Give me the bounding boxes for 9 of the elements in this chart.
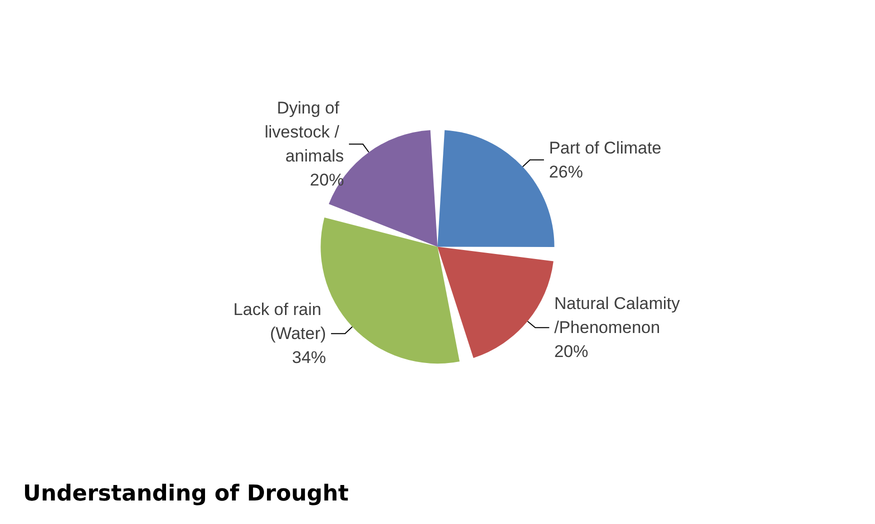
data-label: 26% <box>548 162 583 182</box>
slice-label: Natural Calamity/Phenomenon <box>554 294 680 338</box>
text: Understanding of Drought <box>23 482 350 506</box>
data-label: 20% <box>554 342 588 362</box>
slice-label: Dying of livestock / animals <box>264 98 344 166</box>
data-label: 34% <box>292 348 326 368</box>
slice-label: Part of Climate <box>548 138 662 158</box>
slice-label: Lack of rain (Water) <box>233 300 326 344</box>
data-label: 20% <box>310 170 344 190</box>
